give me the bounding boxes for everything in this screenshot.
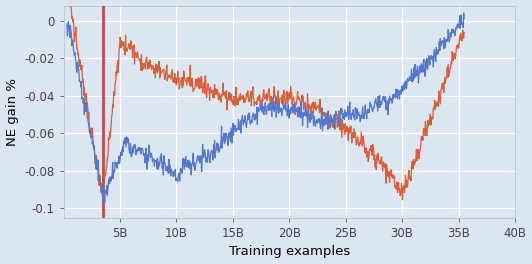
X-axis label: Training examples: Training examples (229, 246, 350, 258)
Y-axis label: NE gain %: NE gain % (5, 78, 19, 146)
